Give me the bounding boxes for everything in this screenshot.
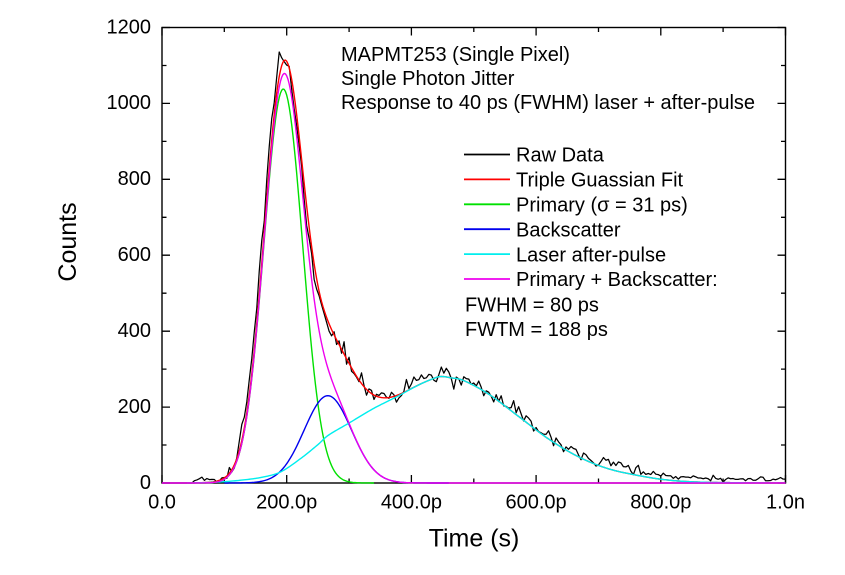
svg-text:1.0n: 1.0n [766,492,805,514]
svg-text:1200: 1200 [107,16,152,38]
svg-text:600.0p: 600.0p [506,492,567,514]
svg-text:Primary + Backscatter:: Primary + Backscatter: [516,269,718,291]
svg-text:MAPMT253 (Single Pixel): MAPMT253 (Single Pixel) [341,44,570,66]
svg-text:200.0p: 200.0p [256,492,317,514]
svg-text:Backscatter: Backscatter [516,219,621,241]
svg-text:800: 800 [118,168,151,190]
svg-text:Triple Guassian Fit: Triple Guassian Fit [516,170,684,192]
svg-text:0.0: 0.0 [148,492,176,514]
svg-text:FWTM = 188 ps: FWTM = 188 ps [465,319,608,341]
svg-text:FWHM = 80 ps: FWHM = 80 ps [465,294,599,316]
svg-text:200: 200 [118,396,151,418]
svg-text:Laser after-pulse: Laser after-pulse [516,244,666,266]
svg-text:400.0p: 400.0p [381,492,442,514]
svg-text:Single Photon Jitter: Single Photon Jitter [341,68,515,90]
svg-text:400: 400 [118,320,151,342]
svg-text:Raw Data: Raw Data [516,145,605,167]
svg-text:Primary (σ = 31 ps): Primary (σ = 31 ps) [516,195,688,217]
svg-text:1000: 1000 [107,92,152,114]
svg-text:Response to 40 ps (FWHM) laser: Response to 40 ps (FWHM) laser + after-p… [341,92,755,114]
svg-text:Time (s): Time (s) [429,525,520,553]
svg-text:Counts: Counts [54,202,82,281]
svg-text:0: 0 [140,472,151,494]
svg-text:600: 600 [118,244,151,266]
svg-text:800.0p: 800.0p [630,492,691,514]
